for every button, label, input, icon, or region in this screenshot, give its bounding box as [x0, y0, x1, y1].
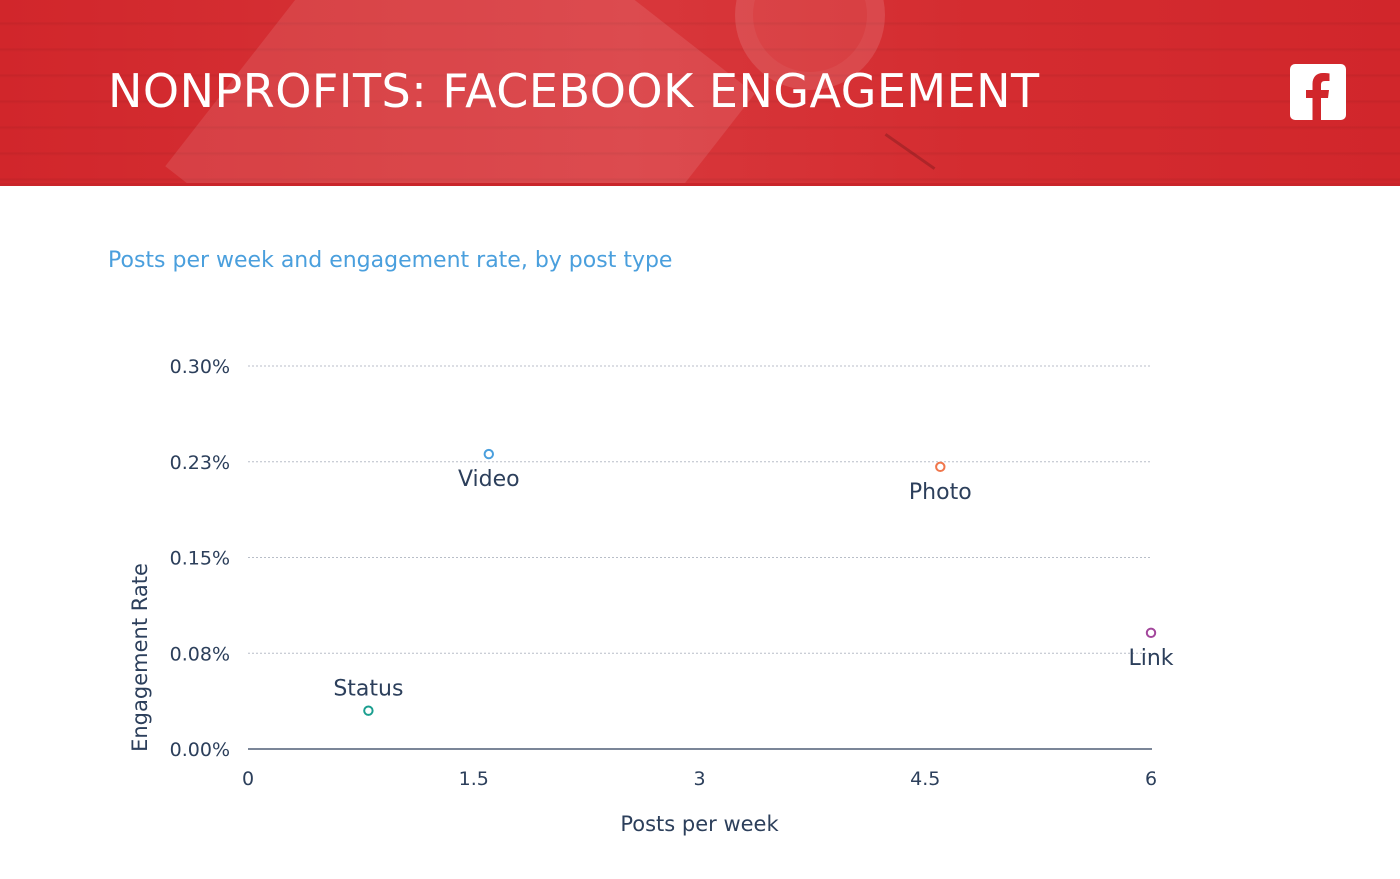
y-tick-label: 0.15% [170, 548, 230, 570]
chart-subtitle: Posts per week and engagement rate, by p… [108, 248, 673, 273]
data-point-link [1145, 627, 1157, 639]
x-tick-label: 1.5 [459, 768, 489, 790]
y-tick-labels: 0.00% 0.08% 0.15% 0.23% 0.30% [170, 356, 230, 761]
y-tick-label: 0.08% [170, 643, 230, 665]
data-label-photo: Photo [909, 480, 972, 505]
y-tick-label: 0.00% [170, 739, 230, 761]
y-tick-label: 0.30% [170, 356, 230, 378]
data-point-video [483, 448, 494, 460]
x-tick-label: 4.5 [910, 768, 940, 790]
header-banner [0, 0, 1400, 186]
data-label-video: Video [458, 467, 520, 492]
banner-bottom-line [0, 183, 1400, 186]
grid-lines [248, 365, 1151, 654]
page-title: NONPROFITS: FACEBOOK ENGAGEMENT [108, 64, 1040, 118]
facebook-icon [1290, 64, 1346, 120]
x-tick-label: 3 [693, 768, 705, 790]
data-label-link: Link [1128, 646, 1173, 671]
x-tick-label: 6 [1145, 768, 1157, 790]
x-axis-title: Posts per week [620, 812, 779, 836]
banner-wood-texture [0, 0, 1400, 186]
data-label-status: Status [333, 677, 403, 702]
x-tick-labels: 0 1.5 3 4.5 6 [242, 768, 1157, 790]
x-tick-label: 0 [242, 768, 254, 790]
y-tick-label: 0.23% [170, 452, 230, 474]
data-points: Video Photo Link Status [333, 448, 1174, 716]
data-point-photo [935, 461, 946, 473]
data-point-status [363, 705, 374, 716]
y-axis-title: Engagement Rate [128, 563, 152, 752]
